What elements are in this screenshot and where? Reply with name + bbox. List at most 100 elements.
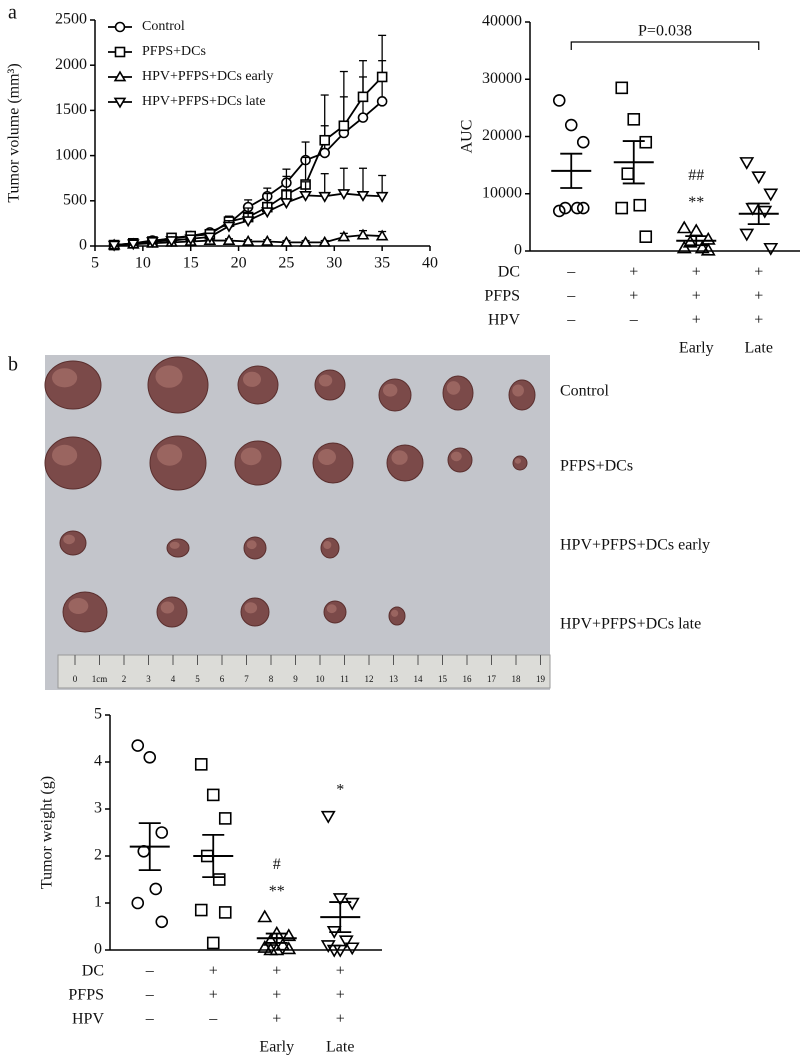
- ruler-label: 14: [414, 674, 424, 684]
- marker: [570, 201, 584, 215]
- tumor-highlight: [52, 368, 78, 388]
- y-tick-label: 5: [94, 706, 102, 723]
- row-label: Control: [560, 383, 609, 400]
- marker: [143, 750, 157, 764]
- y-tick-label: 10000: [482, 184, 522, 201]
- y-tick-label: 4: [94, 753, 102, 770]
- ruler-label: 9: [293, 674, 298, 684]
- marker: [688, 223, 704, 237]
- table-cell: +: [754, 288, 763, 305]
- ruler-label: 3: [146, 674, 151, 684]
- marker: [700, 231, 716, 245]
- ruler: [57, 654, 551, 689]
- marker: [326, 944, 342, 958]
- marker: [576, 135, 590, 149]
- marker: [338, 120, 350, 132]
- marker: [627, 113, 641, 126]
- table-cell: –: [566, 312, 576, 329]
- y-tick-label: 1500: [55, 101, 87, 118]
- tumor: [156, 596, 188, 628]
- significance: **: [269, 883, 285, 900]
- marker: [344, 942, 360, 956]
- table-cell: +: [629, 288, 638, 305]
- row-label: HPV+PFPS+DCs late: [560, 616, 701, 633]
- marker: [676, 220, 692, 234]
- row-label: PFPS: [68, 987, 104, 1004]
- marker: [320, 810, 336, 824]
- row-label: PFPS: [484, 288, 520, 305]
- x-tick-label: 20: [231, 255, 247, 272]
- marker: [552, 94, 566, 107]
- legend-label: PFPS+DCs: [142, 44, 206, 59]
- ruler-label: 13: [389, 674, 399, 684]
- tumor: [59, 530, 87, 556]
- marker: [757, 205, 773, 219]
- tumor-highlight: [52, 444, 78, 466]
- y-tick-label: 2: [94, 847, 102, 864]
- marker: [763, 242, 779, 256]
- marker: [376, 71, 388, 83]
- y-tick-label: 0: [94, 941, 102, 958]
- marker: [739, 228, 755, 242]
- table-cell: +: [629, 264, 638, 281]
- row-label: HPV: [488, 312, 520, 329]
- tumor: [44, 360, 102, 410]
- marker: [375, 191, 389, 203]
- ruler-label: 8: [269, 674, 274, 684]
- marker: [281, 941, 297, 955]
- marker: [155, 915, 169, 929]
- y-axis-label: Tumor volume (mm³): [6, 63, 23, 202]
- y-tick-label: 40000: [482, 13, 522, 30]
- marker: [357, 112, 369, 123]
- tumor: [234, 440, 282, 486]
- y-tick-label: 1000: [55, 146, 87, 163]
- y-tick-label: 500: [63, 191, 87, 208]
- tumor-highlight: [512, 384, 524, 397]
- table-cell: –: [208, 1011, 218, 1028]
- x-tick-label: 25: [278, 255, 294, 272]
- y-tick-label: 30000: [482, 70, 522, 87]
- x-tick-label: Early: [259, 1039, 294, 1056]
- tumor-highlight: [446, 381, 461, 395]
- table-cell: –: [145, 1011, 155, 1028]
- marker: [552, 204, 566, 218]
- ruler-label: 18: [512, 674, 522, 684]
- row-label: HPV+PFPS+DCs early: [560, 537, 710, 554]
- marker: [318, 191, 332, 203]
- tumor-highlight: [160, 601, 175, 614]
- y-tick-label: 2500: [55, 11, 87, 28]
- tumor-highlight: [383, 383, 398, 397]
- tumor: [314, 369, 346, 401]
- marker: [337, 189, 351, 201]
- marker: [184, 234, 198, 246]
- panel-label: a: [8, 2, 17, 24]
- table-cell: +: [336, 963, 345, 980]
- x-tick-label: 10: [135, 255, 151, 272]
- tumor-highlight: [391, 609, 399, 617]
- ruler-label: 10: [316, 674, 326, 684]
- tumor: [320, 537, 340, 559]
- tumor-highlight: [243, 371, 261, 387]
- y-tick-label: 1: [94, 894, 102, 911]
- marker: [257, 909, 273, 923]
- marker: [260, 207, 274, 219]
- y-tick-label: 0: [514, 242, 522, 259]
- marker: [241, 216, 255, 228]
- ruler-label: 7: [244, 674, 249, 684]
- marker: [299, 235, 312, 247]
- y-tick-label: 2000: [55, 56, 87, 73]
- tumor-highlight: [318, 449, 336, 465]
- marker: [281, 928, 297, 942]
- tumor-highlight: [323, 541, 332, 549]
- x-tick-label: 40: [422, 255, 438, 272]
- tumor-highlight: [68, 598, 89, 614]
- significance: ##: [688, 167, 704, 184]
- tumor-highlight: [157, 444, 183, 466]
- legend-label: Control: [142, 19, 185, 34]
- tumor-highlight: [63, 534, 75, 545]
- marker: [739, 157, 755, 170]
- ruler-label: 12: [365, 674, 374, 684]
- tumor-highlight: [391, 450, 408, 465]
- marker: [763, 188, 779, 202]
